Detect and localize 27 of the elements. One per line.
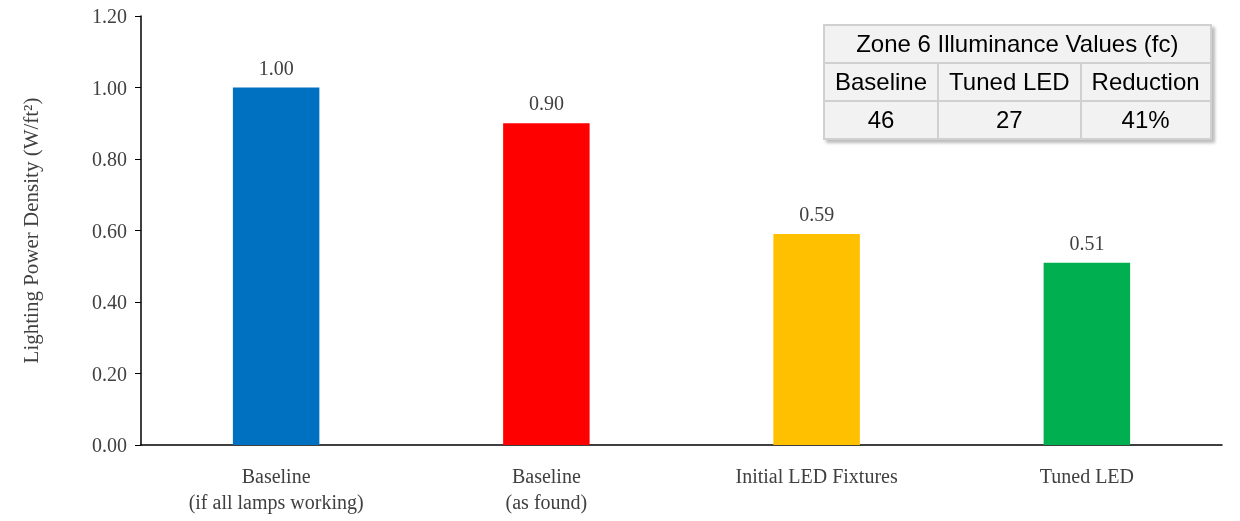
annotation: Baseline xyxy=(824,63,939,101)
annotation: 27 xyxy=(938,101,1081,139)
x-tick-label: Initial LED Fixtures xyxy=(735,465,898,487)
bar xyxy=(1043,262,1131,445)
bar xyxy=(503,123,590,445)
data-label: 0.59 xyxy=(799,203,835,226)
y-tick-label: 0.80 xyxy=(92,148,127,170)
y-tick-label: 0.40 xyxy=(92,291,127,313)
x-tick-label: Baseline (if all lamps working) xyxy=(188,465,364,514)
annotation: 41% xyxy=(1080,101,1211,139)
annotation: Zone 6 Illuminance Values (fc) xyxy=(824,25,1211,63)
y-tick-label: 0.00 xyxy=(92,434,127,456)
y-axis-title: Lighting Power Density (W/ft²) xyxy=(18,97,43,364)
bar xyxy=(232,87,320,445)
y-tick-label: 0.60 xyxy=(92,219,127,242)
annotation: Tuned LED xyxy=(938,63,1081,101)
data-label: 0.90 xyxy=(528,92,564,115)
y-tick-label: 1.00 xyxy=(92,76,127,99)
data-label: 0.51 xyxy=(1069,231,1105,254)
data-label: 1.00 xyxy=(258,56,294,79)
y-tick-label: 0.20 xyxy=(92,362,127,385)
x-tick-label: Tuned LED xyxy=(1039,465,1135,487)
annotation: 46 xyxy=(824,101,939,139)
bar xyxy=(773,234,860,445)
y-tick-label: 1.20 xyxy=(92,5,127,27)
annotation: Reduction xyxy=(1080,63,1211,101)
x-tick-label: Baseline (as found) xyxy=(505,465,588,514)
